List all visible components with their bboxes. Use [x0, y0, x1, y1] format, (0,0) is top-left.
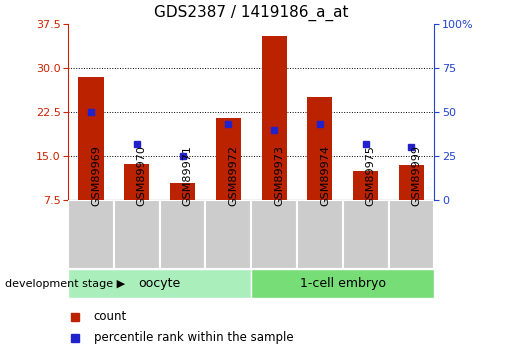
Text: development stage ▶: development stage ▶: [5, 279, 125, 289]
Bar: [206, 200, 251, 269]
Bar: [216, 118, 241, 200]
Bar: [399, 165, 424, 200]
Text: GSM89969: GSM89969: [91, 145, 101, 206]
Text: GSM89975: GSM89975: [366, 145, 376, 206]
Bar: [114, 200, 160, 269]
Bar: [388, 200, 434, 269]
Text: GSM89971: GSM89971: [183, 145, 192, 206]
Text: GSM89999: GSM89999: [412, 145, 421, 206]
Bar: [308, 98, 332, 200]
Text: oocyte: oocyte: [138, 277, 181, 290]
Bar: [251, 269, 434, 298]
Bar: [68, 269, 251, 298]
Bar: [170, 183, 195, 200]
Title: GDS2387 / 1419186_a_at: GDS2387 / 1419186_a_at: [154, 5, 348, 21]
Bar: [262, 36, 287, 200]
Text: GSM89973: GSM89973: [274, 145, 284, 206]
Text: GSM89972: GSM89972: [228, 145, 238, 206]
Text: 1-cell embryo: 1-cell embryo: [300, 277, 386, 290]
Bar: [353, 171, 378, 200]
Bar: [251, 200, 297, 269]
Bar: [78, 77, 104, 200]
Bar: [124, 164, 149, 200]
Bar: [160, 200, 206, 269]
Text: count: count: [94, 310, 127, 323]
Text: percentile rank within the sample: percentile rank within the sample: [94, 331, 293, 344]
Text: GSM89974: GSM89974: [320, 145, 330, 206]
Bar: [68, 200, 114, 269]
Bar: [297, 200, 343, 269]
Text: GSM89970: GSM89970: [137, 145, 147, 206]
Bar: [343, 200, 388, 269]
